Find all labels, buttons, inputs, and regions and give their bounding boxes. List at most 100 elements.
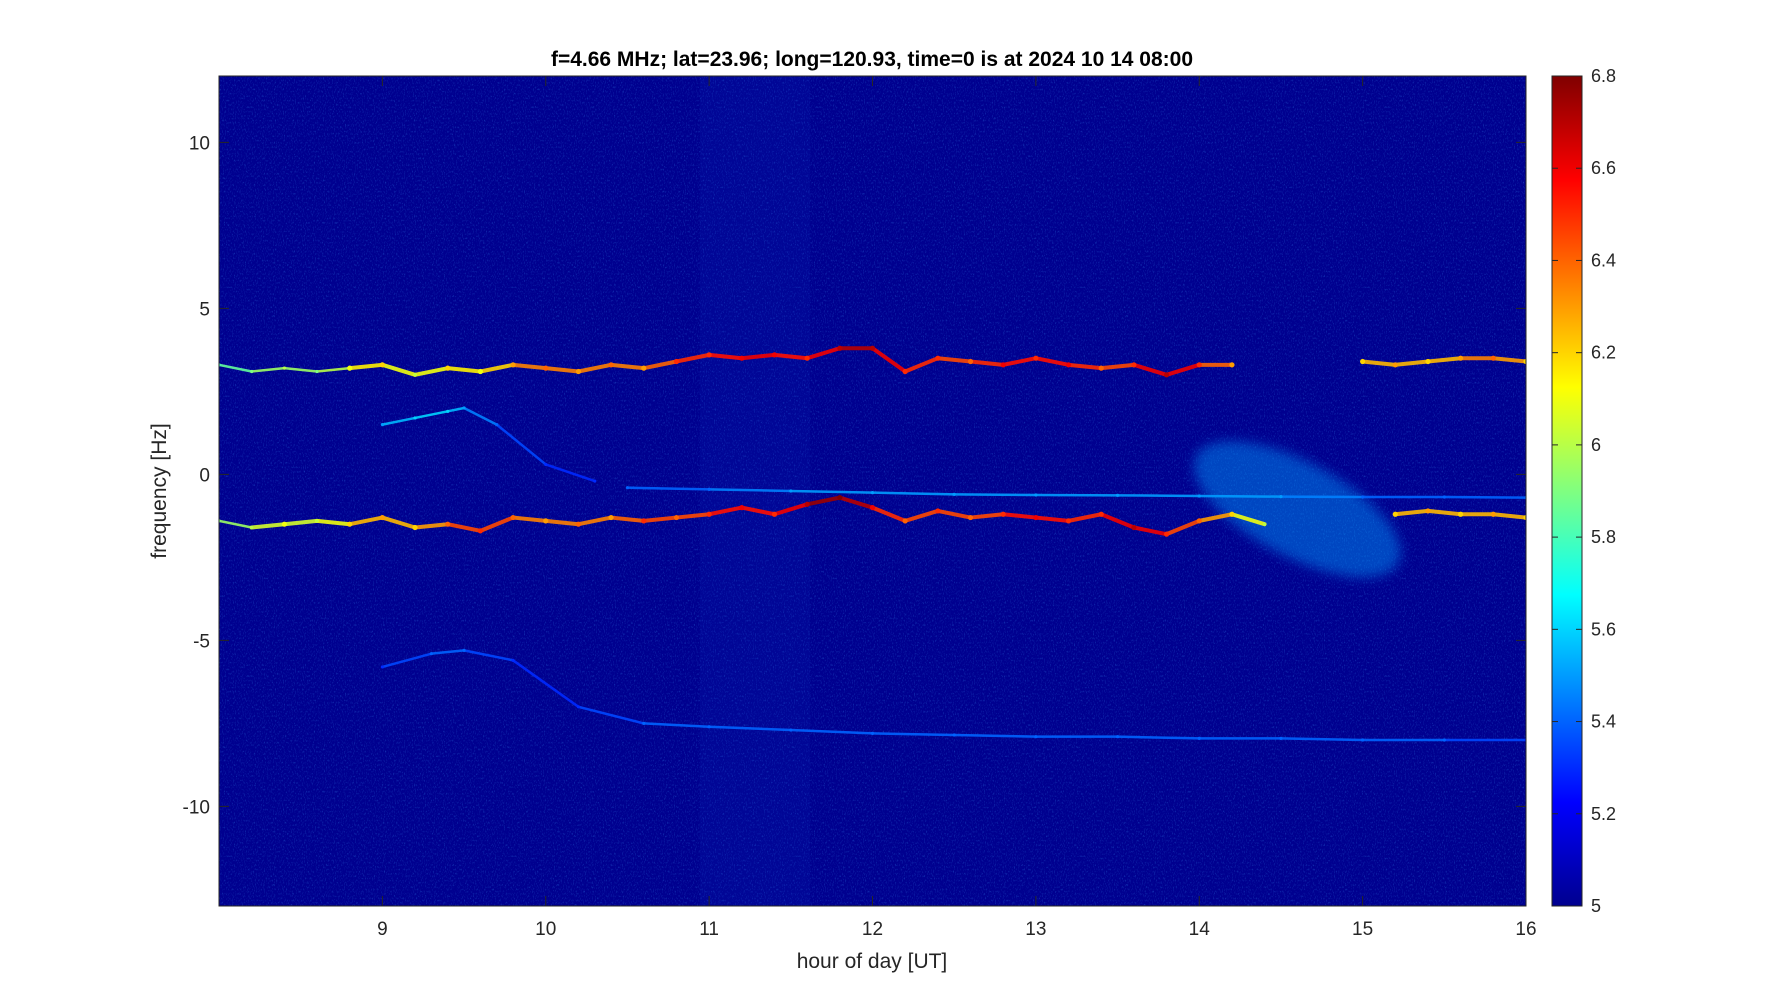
trace-segment <box>870 505 908 523</box>
trace-segment <box>1425 508 1463 517</box>
trace-point <box>1392 362 1398 368</box>
trace-segment <box>641 359 679 371</box>
colorbar-tick-label: 5.2 <box>1591 804 1616 824</box>
trace-point <box>1392 511 1398 517</box>
trace-segment <box>1131 525 1169 537</box>
trace-segment <box>641 515 679 523</box>
trace-point <box>804 355 810 361</box>
trace-point <box>1360 358 1366 365</box>
trace-segment <box>543 518 581 527</box>
trace-segment <box>219 519 253 529</box>
trace-point <box>707 725 711 729</box>
trace-point <box>902 368 908 375</box>
trace-segment <box>1099 512 1136 530</box>
trace-segment <box>576 515 614 527</box>
trace-point <box>446 409 450 413</box>
trace-segment <box>462 649 515 662</box>
trace-segment <box>413 522 450 530</box>
trace-point <box>673 358 680 365</box>
trace-segment <box>446 406 466 413</box>
trace-segment <box>576 362 614 374</box>
trace-point <box>837 495 843 501</box>
trace-point <box>511 658 515 662</box>
trace-segment <box>380 515 418 530</box>
trace-segment <box>805 495 842 507</box>
trace-point <box>1361 495 1365 499</box>
trace-point <box>575 368 582 375</box>
trace-point <box>1197 736 1201 740</box>
trace-segment <box>1066 362 1104 371</box>
trace-point <box>1490 511 1496 517</box>
trace-segment <box>805 346 842 361</box>
trace-segment <box>626 486 711 491</box>
trace-point <box>510 362 516 368</box>
colorbar-tick-label: 5 <box>1591 896 1601 916</box>
trace-0 <box>219 345 1235 378</box>
trace-segment <box>1443 495 1526 499</box>
trace-segment <box>707 488 793 493</box>
trace-point <box>315 369 319 374</box>
trace-point <box>510 514 516 521</box>
trace-segment <box>674 512 712 520</box>
trace-segment <box>478 515 516 533</box>
trace-segment <box>789 728 874 735</box>
y-tick-label: 10 <box>189 133 210 154</box>
trace-point <box>1034 493 1038 497</box>
trace-segment <box>315 518 352 527</box>
trace-segment <box>707 725 793 732</box>
trace-segment <box>871 732 956 737</box>
trace-segment <box>609 362 646 371</box>
trace-point <box>544 462 548 467</box>
trace-point <box>413 416 417 420</box>
diffuse-scatter-region-0 <box>1193 441 1401 578</box>
trace-point <box>1523 514 1526 521</box>
trace-segment <box>707 505 744 517</box>
trace-point <box>1197 494 1201 498</box>
trace-segment <box>544 463 597 483</box>
trace-point <box>282 366 286 370</box>
x-tick-label: 15 <box>1352 919 1373 940</box>
trace-point <box>1000 362 1006 368</box>
trace-point <box>608 514 614 521</box>
trace-segment <box>1229 512 1267 527</box>
trace-segment <box>1131 362 1169 377</box>
trace-segment <box>642 722 711 728</box>
trace-point <box>673 514 680 521</box>
trace-segment <box>1164 362 1202 377</box>
trace-point <box>1263 522 1267 526</box>
trace-segment <box>249 522 287 530</box>
colorbar-tick-label: 6.2 <box>1591 343 1616 363</box>
colorbar-tick-label: 6.8 <box>1591 66 1616 86</box>
trace-point <box>1458 511 1464 517</box>
trace-point <box>462 406 466 410</box>
trace-point <box>543 365 549 371</box>
trace-point <box>576 705 581 709</box>
trace-point <box>935 508 941 514</box>
trace-segment <box>1360 359 1398 367</box>
trace-point <box>706 352 712 358</box>
trace-segment <box>837 495 875 510</box>
trace-point <box>608 362 614 368</box>
y-tick-label: -5 <box>193 631 210 652</box>
trace-point <box>1065 362 1072 368</box>
trace-segment <box>478 362 516 374</box>
trace-point <box>1229 511 1235 517</box>
trace-1 <box>1360 355 1526 368</box>
y-axis: -10 -5 0 5 10 <box>183 133 1526 818</box>
trace-segment <box>1116 735 1201 740</box>
trace-point <box>575 521 582 527</box>
trace-point <box>804 501 810 507</box>
trace-segment <box>577 705 646 725</box>
trace-point <box>1065 518 1072 524</box>
trace-point <box>902 518 908 524</box>
trace-segment <box>347 362 385 371</box>
trace-segment <box>511 659 580 709</box>
trace-segment <box>381 652 433 669</box>
trace-point <box>739 505 745 511</box>
trace-point <box>1442 495 1446 499</box>
trace-point <box>250 525 254 530</box>
trace-point <box>477 368 483 375</box>
trace-point <box>771 511 778 517</box>
trace-point <box>1229 362 1235 368</box>
trace-point <box>315 519 319 523</box>
